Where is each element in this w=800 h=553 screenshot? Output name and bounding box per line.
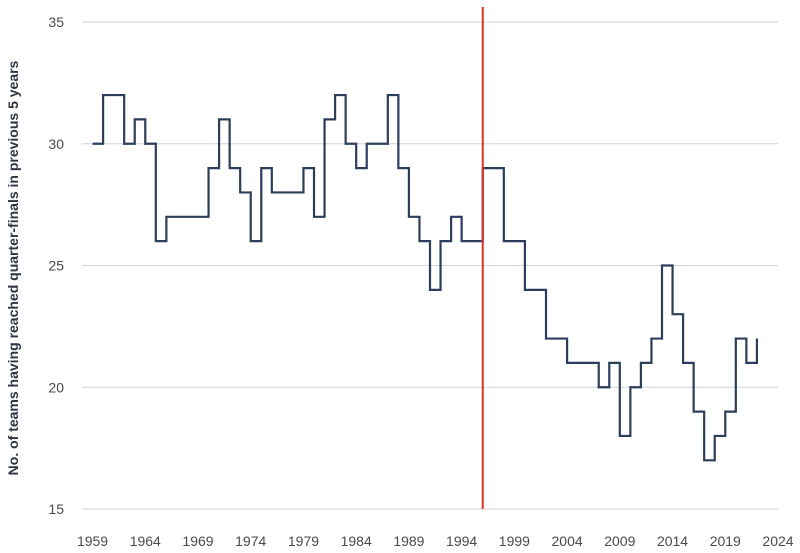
x-tick-label: 1964 [130, 533, 161, 549]
x-tick-label: 1974 [235, 533, 266, 549]
y-tick-labels: 15 20 25 30 35 [48, 14, 64, 517]
x-tick-label: 2024 [762, 533, 793, 549]
x-tick-label: 2014 [657, 533, 688, 549]
y-tick-label: 15 [48, 501, 64, 517]
series-line-0 [92, 93, 759, 462]
y-tick-label: 25 [48, 258, 64, 274]
x-tick-label: 1979 [288, 533, 319, 549]
y-tick-label: 30 [48, 136, 64, 152]
x-tick-label: 1984 [341, 533, 372, 549]
x-tick-labels: 1959 1964 1969 1974 1979 1984 1989 1994 1999 2004… [77, 533, 794, 549]
x-tick-label: 2019 [710, 533, 741, 549]
x-tick-label: 1959 [77, 533, 108, 549]
y-tick-label: 35 [48, 14, 64, 30]
x-tick-label: 1999 [499, 533, 530, 549]
y-tick-label: 20 [48, 379, 64, 395]
x-tick-label: 1994 [446, 533, 477, 549]
x-tick-label: 1989 [393, 533, 424, 549]
series-layer [92, 93, 759, 462]
x-tick-label: 2009 [604, 533, 635, 549]
x-tick-label: 1969 [182, 533, 213, 549]
y-axis-title: No. of teams having reached quarter-fina… [5, 60, 21, 475]
x-tick-label: 2004 [552, 533, 583, 549]
